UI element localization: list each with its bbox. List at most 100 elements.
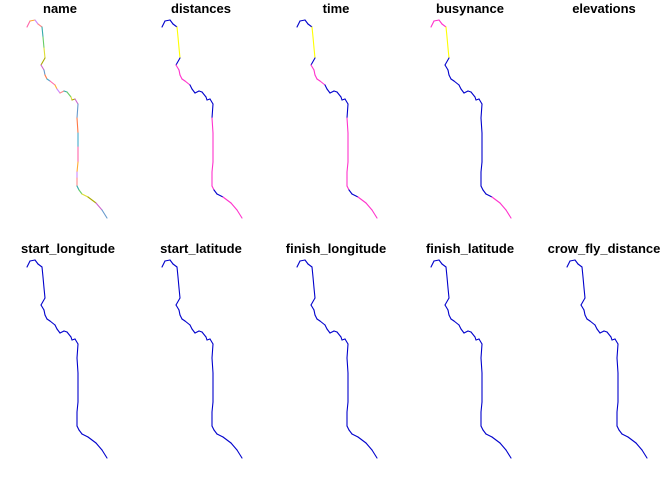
route-segment [447, 309, 450, 316]
route-segment [211, 185, 215, 191]
route-segment [34, 19, 39, 25]
route-segment [344, 338, 349, 345]
route-segment [178, 47, 181, 59]
route-segment [357, 436, 367, 444]
route-segment [189, 324, 193, 330]
route-segment [42, 36, 45, 49]
route-segment [194, 90, 200, 94]
route-segment [346, 343, 349, 359]
route-segment [209, 98, 214, 105]
route-segment [586, 318, 591, 322]
route-segment [181, 78, 186, 82]
route-segment [470, 91, 476, 98]
route-segment [351, 433, 359, 438]
route-segment [76, 103, 79, 119]
route-segment [346, 357, 349, 374]
route-segment [54, 324, 58, 330]
route-segment [42, 276, 45, 289]
route-segment [324, 84, 328, 90]
route-segment [178, 287, 181, 299]
route-segment [78, 189, 83, 195]
route-segment [49, 320, 56, 326]
route-segment [310, 304, 315, 311]
route-segment [81, 433, 89, 438]
route-segment [485, 193, 493, 198]
route-segment [480, 103, 483, 119]
route-segment [37, 263, 43, 268]
route-segment [169, 19, 174, 25]
route-segment [296, 20, 301, 28]
route-segment [175, 297, 181, 306]
route-segment [482, 189, 487, 195]
route-segment [236, 449, 243, 459]
route-segment [76, 401, 79, 413]
route-segment [450, 318, 455, 322]
route-segment [448, 74, 452, 80]
route-segment [95, 202, 103, 211]
route-segment [618, 429, 623, 435]
panel-elevations: elevations [572, 1, 636, 16]
route-segment [43, 47, 46, 59]
route-segment [179, 74, 183, 80]
route-segment [87, 436, 97, 444]
route-finish-latitude [430, 259, 512, 459]
route-segment [596, 328, 601, 334]
route-segment [627, 436, 637, 444]
route-segment [101, 449, 108, 459]
route-segment [95, 442, 103, 451]
route-segment [194, 330, 200, 334]
route-segment [87, 196, 97, 204]
route-segment [175, 57, 181, 66]
route-segment [211, 103, 214, 119]
route-segment [453, 320, 460, 326]
route-segment [44, 74, 48, 80]
route-segment [211, 117, 214, 134]
panel-title-start-longitude: start_longitude [21, 241, 115, 256]
route-segment [445, 26, 448, 38]
panel-title-finish-latitude: finish_latitude [426, 241, 514, 256]
route-segment [222, 196, 232, 204]
route-segment [236, 209, 243, 219]
route-segment [480, 425, 484, 431]
route-busynance [430, 19, 512, 219]
route-segment [346, 401, 349, 413]
route-segment [441, 23, 447, 28]
route-segment [211, 161, 214, 173]
route-segment [191, 88, 196, 94]
route-segment [216, 433, 224, 438]
route-segment [577, 263, 583, 268]
route-segment [49, 80, 56, 86]
route-segment [26, 20, 31, 28]
route-segment [580, 297, 586, 306]
route-segment [348, 429, 353, 435]
route-segment [172, 263, 178, 268]
route-segment [169, 259, 174, 265]
route-segment [499, 442, 507, 451]
panel-title-start-latitude: start_latitude [160, 241, 242, 256]
route-segment [56, 328, 61, 334]
route-segment [40, 57, 46, 66]
route-time [296, 19, 378, 219]
route-segment [175, 304, 180, 311]
route-segment [346, 161, 349, 173]
route-segment [458, 84, 462, 90]
route-segment [307, 263, 313, 268]
route-segment [310, 297, 316, 306]
route-segment [29, 19, 36, 22]
route-segment [606, 331, 612, 338]
panel-title-distances: distances [171, 1, 231, 16]
route-segment [447, 69, 450, 76]
route-segment [346, 103, 349, 119]
route-segment [211, 357, 214, 374]
route-segment [41, 266, 44, 278]
route-segment [599, 330, 605, 334]
route-segment [164, 259, 171, 262]
route-segment [211, 425, 215, 431]
panel-title-name: name [43, 1, 77, 16]
route-crow-fly-distance [566, 259, 648, 459]
panel-start-latitude: start_latitude [160, 241, 243, 459]
route-segment [444, 57, 450, 66]
route-start-latitude [161, 259, 243, 459]
route-segment [59, 330, 65, 334]
